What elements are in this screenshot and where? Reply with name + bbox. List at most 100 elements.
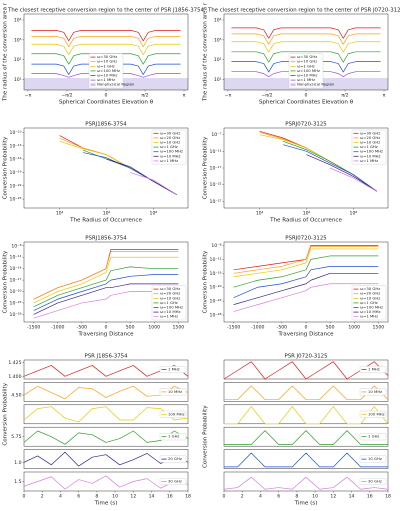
x-tick-label: 14 [149, 494, 155, 500]
x-tick-label: 0 [105, 325, 108, 331]
legend-label: ω=30 GHz [97, 54, 117, 59]
x-tick-label: π/2 [141, 93, 148, 99]
series-line [106, 158, 177, 195]
series-line [31, 30, 181, 42]
x-tick-label: 10 [112, 494, 118, 500]
x-tick-label: 14 [349, 494, 355, 500]
plot-frame [23, 404, 189, 425]
legend-label: ω=100 MHz [360, 149, 383, 154]
series-line [23, 451, 189, 467]
legend-label: ω=1 GHz [360, 300, 378, 305]
series-line [33, 283, 179, 315]
legend-box [359, 478, 387, 485]
legend-box [359, 433, 387, 441]
legend-box [288, 53, 324, 89]
y-tick-label: 1.425 [8, 360, 21, 366]
legend-label: Nonphysical Region [297, 82, 335, 87]
legend-label: ω=100 MHz [360, 305, 383, 310]
x-tick-label: 10⁸ [350, 211, 358, 217]
plot-frame [23, 382, 189, 402]
legend-label: ω=10 GHz [97, 59, 117, 64]
y-axis-label: Conversion Probability [203, 136, 209, 199]
x-tick-label: 10⁴ [256, 211, 264, 217]
legend-label: 100 MHz [168, 411, 185, 416]
legend-label: ω=1 GHz [360, 144, 378, 149]
legend-label: Nonphysical Region [97, 82, 135, 87]
x-tick-label: 10⁴ [56, 211, 64, 217]
y-tick-label: 10⁻²⁶ [10, 312, 22, 318]
legend-label: ω=100 MHz [97, 68, 120, 73]
plot-frame [223, 382, 389, 402]
y-axis-label: Conversion Probability [203, 250, 209, 313]
legend-label: ω=20 GHz [360, 291, 380, 296]
x-tick-label: 8 [295, 494, 298, 500]
x-tick-label: 10⁶ [103, 211, 111, 217]
x-tick-label: 6 [77, 494, 80, 500]
x-tick-label: -500 [277, 325, 288, 331]
x-tick-label: -1000 [51, 325, 64, 331]
x-tick-label: 10⁶ [303, 211, 311, 217]
x-tick-label: 16 [167, 494, 173, 500]
y-axis-label: The radius of the conversion area r [3, 2, 9, 102]
y-tick-label: 1.5 [14, 479, 21, 485]
y-tick-label: 10⁴ [14, 17, 22, 23]
x-tick-label: 500 [326, 325, 335, 331]
series-line [23, 406, 189, 423]
y-tick-label: 10² [14, 57, 22, 63]
panel-title: PSRJ0720-3125 [285, 122, 326, 128]
legend-label: 10 GHz [368, 456, 382, 461]
legend-box [159, 410, 187, 418]
x-tick-label: 8 [95, 494, 98, 500]
series-line [33, 274, 179, 311]
y-tick-label: 10⁴ [214, 17, 222, 23]
legend-label: ω=100 MHz [297, 68, 320, 73]
x-tick-label: -1000 [251, 325, 264, 331]
legend-label: ω=20 GHz [160, 291, 180, 296]
legend-box [159, 455, 187, 463]
legend-box [159, 433, 187, 441]
legend-label: ω=100 MHz [160, 305, 183, 310]
x-tick-label: 10⁸ [150, 211, 158, 217]
x-axis-label: Time (s) [94, 501, 118, 507]
legend-label: 30 GHz [168, 479, 182, 484]
legend-label: 20 GHz [168, 456, 182, 461]
series-line [231, 33, 381, 45]
series-line [33, 256, 179, 304]
panel-title: PSRJ1856-3754 [85, 122, 127, 128]
legend-label: 10 MHz [368, 389, 382, 394]
x-tick-label: 18 [185, 494, 191, 500]
series-line [33, 266, 179, 308]
y-tick-label: 10¹ [214, 77, 222, 83]
legend-box [151, 129, 187, 165]
legend-box [359, 388, 387, 396]
x-tick-label: -1500 [27, 325, 40, 331]
legend-box [359, 410, 387, 418]
y-tick-label: 10⁻¹⁹ [10, 170, 22, 176]
x-tick-label: 2 [241, 494, 244, 500]
legend-box [351, 129, 387, 165]
x-tick-label: 1500 [173, 325, 185, 331]
x-tick-label: 12 [330, 494, 336, 500]
series-line [231, 51, 381, 63]
y-tick-label: 5.75 [11, 434, 21, 440]
y-tick-label: 10⁻¹⁴ [10, 266, 22, 272]
series-line [233, 246, 379, 274]
x-tick-label: 500 [126, 325, 135, 331]
legend-label: ω=10 GHz [297, 59, 317, 64]
y-tick-label: 10⁻¹⁶ [10, 157, 22, 163]
legend-label: ω=1 MHz [297, 77, 315, 82]
series-line [224, 430, 388, 445]
x-tick-label: −π [225, 94, 232, 99]
legend-label: 1 MHz [368, 367, 380, 372]
x-tick-label: 4 [59, 494, 62, 500]
series-line [31, 36, 181, 48]
series-line [329, 167, 377, 192]
y-tick-label: 10⁻²⁵ [10, 197, 22, 203]
x-tick-label: π [183, 94, 186, 99]
x-axis-label: Traversing Distance [277, 332, 334, 338]
y-tick-label: 4.50 [11, 393, 21, 399]
series-line [224, 406, 389, 425]
x-tick-label: −π/2 [61, 93, 72, 99]
panel-title: PSRJ1856-3754 [85, 236, 127, 242]
x-tick-label: 0 [223, 494, 226, 500]
